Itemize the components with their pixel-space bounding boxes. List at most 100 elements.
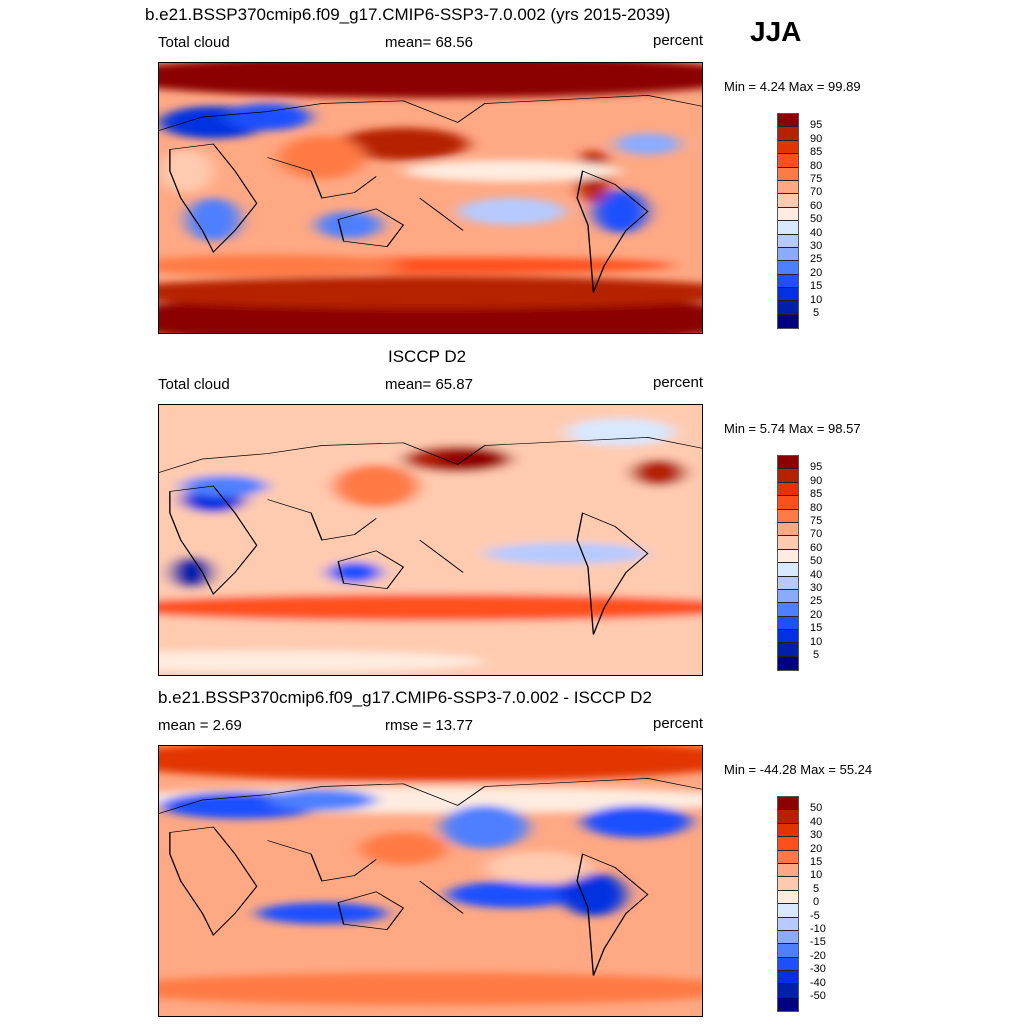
units-label: percent bbox=[653, 374, 704, 391]
colorbar-tick-label: 0 bbox=[813, 896, 820, 909]
contour-region bbox=[435, 450, 502, 468]
colorbar-tick-label: 5 bbox=[813, 307, 820, 319]
colorbar-swatch bbox=[778, 496, 798, 510]
colorbar-tick-label: 60 bbox=[810, 541, 823, 554]
colorbar-swatch bbox=[778, 643, 798, 657]
colorbar-swatch bbox=[778, 563, 798, 577]
contour-region bbox=[631, 459, 686, 486]
colorbar-swatch bbox=[778, 904, 798, 918]
colorbar-swatch bbox=[778, 603, 798, 617]
colorbar-swatch bbox=[778, 114, 798, 128]
colorbar-swatch bbox=[778, 180, 798, 195]
colorbar-tick-label: 10 bbox=[810, 869, 823, 882]
colorbar-swatch bbox=[778, 917, 798, 931]
contour-region bbox=[224, 103, 312, 131]
colorbar bbox=[777, 113, 799, 330]
colorbar-swatch bbox=[778, 234, 798, 248]
colorbar-tick-label: -40 bbox=[810, 976, 826, 989]
colorbar-tick-label: 15 bbox=[810, 856, 823, 868]
colorbar-swatch bbox=[778, 930, 798, 945]
center-label: rmse = 13.77 bbox=[385, 717, 473, 734]
colorbar-swatch bbox=[778, 154, 798, 168]
colorbar-tick-label: 50 bbox=[810, 213, 823, 226]
contour-region bbox=[186, 198, 241, 242]
colorbar-tick-label: 60 bbox=[810, 199, 823, 212]
contour-region bbox=[159, 937, 485, 960]
colorbar-tick-label: 5 bbox=[813, 882, 820, 895]
contour-region bbox=[169, 556, 214, 589]
colorbar-tick-label: 75 bbox=[810, 173, 823, 185]
colorbar-tick-label: 15 bbox=[810, 280, 823, 293]
colorbar-swatch bbox=[778, 971, 798, 985]
colorbar-tick-label: -20 bbox=[810, 949, 826, 962]
colorbar-tick-label: -15 bbox=[810, 936, 826, 949]
colorbar-tick-label: 85 bbox=[810, 146, 823, 159]
left-label: Total cloud bbox=[158, 34, 230, 51]
units-label: percent bbox=[653, 715, 704, 732]
coastlines bbox=[159, 437, 702, 635]
colorbar-tick-label: 70 bbox=[810, 528, 823, 541]
colorbar-swatch bbox=[778, 167, 798, 181]
colorbar-swatch bbox=[778, 221, 798, 235]
colorbar-tick-label: 95 bbox=[810, 119, 823, 132]
contour-region bbox=[484, 851, 594, 884]
colorbar-swatch bbox=[778, 890, 798, 905]
contour-region bbox=[338, 127, 469, 161]
colorbar-swatch bbox=[778, 274, 798, 289]
colorbar-swatch bbox=[778, 877, 798, 891]
colorbar-swatch bbox=[778, 616, 798, 631]
contour-region bbox=[316, 211, 382, 239]
colorbar-swatch bbox=[778, 301, 798, 315]
coastlines bbox=[159, 95, 702, 293]
contour-region bbox=[403, 160, 621, 182]
contour-region bbox=[159, 149, 214, 193]
colorbar-tick-label: 40 bbox=[810, 815, 823, 828]
colorbar-tick-label: 25 bbox=[810, 595, 823, 608]
colorbar-tick-label: -10 bbox=[810, 923, 826, 935]
colorbar-tick-label: 50 bbox=[810, 802, 823, 815]
colorbar-swatch bbox=[778, 656, 798, 671]
colorbar-swatch bbox=[778, 797, 798, 811]
contour-region bbox=[327, 561, 382, 584]
panel-title: b.e21.BSSP370cmip6.f09_g17.CMIP6-SSP3-7.… bbox=[145, 5, 671, 24]
colorbar-tick-label: 90 bbox=[810, 474, 823, 487]
contour-region bbox=[457, 198, 567, 225]
colorbar-swatch bbox=[778, 837, 798, 851]
colorbar bbox=[777, 455, 799, 672]
colorbar-tick-label: 85 bbox=[810, 488, 823, 501]
colorbar-swatch bbox=[778, 630, 798, 644]
center-label: mean= 65.87 bbox=[385, 376, 473, 393]
colorbar-tick-label: 95 bbox=[810, 461, 823, 474]
colorbar-swatch bbox=[778, 469, 798, 483]
colorbar-tick-label: 50 bbox=[810, 555, 823, 568]
center-label: mean= 68.56 bbox=[385, 34, 473, 51]
colorbar-tick-label: 10 bbox=[810, 293, 823, 306]
colorbar-tick-label: 40 bbox=[810, 568, 823, 581]
panel-title: b.e21.BSSP370cmip6.f09_g17.CMIP6-SSP3-7.… bbox=[158, 688, 652, 707]
units-label: percent bbox=[653, 32, 704, 49]
colorbar-swatch bbox=[778, 247, 798, 262]
colorbar-tick-label: 25 bbox=[810, 253, 823, 266]
colorbar bbox=[777, 796, 799, 1013]
colorbar-swatch bbox=[778, 482, 798, 497]
colorbar-swatch bbox=[778, 261, 798, 275]
colorbar-tick-label: 90 bbox=[810, 132, 823, 145]
contour-region bbox=[256, 902, 388, 925]
colorbar-tick-label: 15 bbox=[810, 622, 823, 635]
colorbar-swatch bbox=[778, 509, 798, 523]
colorbar-swatch bbox=[778, 576, 798, 590]
left-label: Total cloud bbox=[158, 376, 230, 393]
contour-map bbox=[158, 62, 703, 334]
coastlines bbox=[159, 778, 702, 976]
contour-map bbox=[158, 404, 703, 676]
colorbar-swatch bbox=[778, 984, 798, 998]
colorbar-swatch bbox=[778, 127, 798, 141]
contour-region bbox=[180, 475, 268, 497]
contour-region bbox=[446, 881, 578, 908]
contour-region bbox=[278, 135, 366, 180]
colorbar-swatch bbox=[778, 522, 798, 537]
colorbar-tick-label: -30 bbox=[810, 963, 826, 976]
colorbar-tick-label: 30 bbox=[810, 582, 823, 594]
contour-region bbox=[159, 276, 702, 309]
colorbar-swatch bbox=[778, 314, 798, 329]
